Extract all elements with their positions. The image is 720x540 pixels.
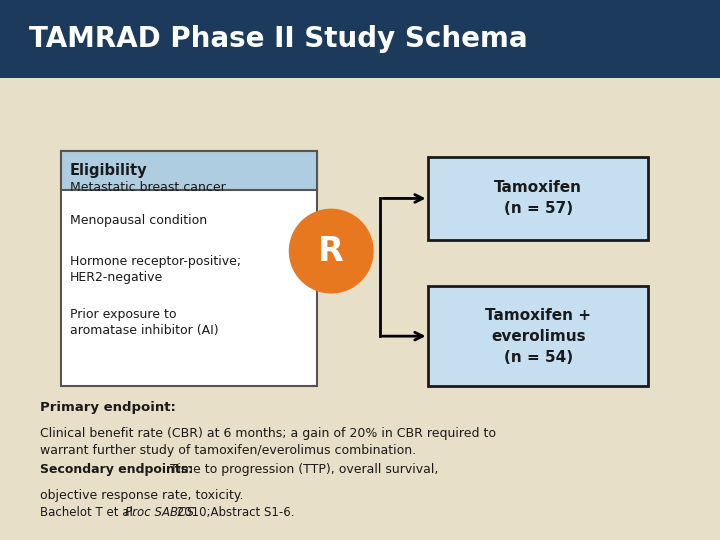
Text: Metastatic breast cancer: Metastatic breast cancer [70,181,225,194]
FancyBboxPatch shape [61,151,317,190]
Text: Eligibility: Eligibility [70,163,148,178]
Text: TAMRAD Phase II Study Schema: TAMRAD Phase II Study Schema [29,25,528,53]
Text: Clinical benefit rate (CBR) at 6 months; a gain of 20% in CBR required to
warran: Clinical benefit rate (CBR) at 6 months;… [40,427,495,457]
Text: Secondary endpoints:: Secondary endpoints: [40,463,193,476]
Text: Tamoxifen +
everolimus
(n = 54): Tamoxifen + everolimus (n = 54) [485,308,591,364]
Text: 2010;Abstract S1-6.: 2010;Abstract S1-6. [173,507,294,519]
Text: Primary endpoint:: Primary endpoint: [40,401,176,414]
Text: Proc SABCS: Proc SABCS [125,507,194,519]
Text: Prior exposure to
aromatase inhibitor (AI): Prior exposure to aromatase inhibitor (A… [70,308,218,337]
FancyBboxPatch shape [0,0,720,78]
FancyBboxPatch shape [428,286,648,386]
Text: R: R [318,234,344,268]
Text: Bachelot T et al.: Bachelot T et al. [40,507,140,519]
Text: Tamoxifen
(n = 57): Tamoxifen (n = 57) [494,180,582,217]
Text: Menopausal condition: Menopausal condition [70,214,207,227]
Text: Hormone receptor-positive;
HER2-negative: Hormone receptor-positive; HER2-negative [70,255,241,285]
FancyBboxPatch shape [61,151,317,386]
Ellipse shape [289,210,373,293]
Text: objective response rate, toxicity.: objective response rate, toxicity. [40,489,243,502]
Text: Time to progression (TTP), overall survival,: Time to progression (TTP), overall survi… [166,463,438,476]
FancyBboxPatch shape [428,157,648,240]
